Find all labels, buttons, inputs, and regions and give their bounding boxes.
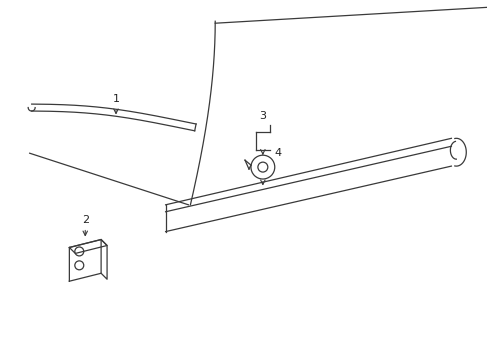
Text: 4: 4	[274, 148, 281, 158]
Text: 3: 3	[259, 112, 266, 121]
Text: 1: 1	[112, 94, 119, 104]
Text: 2: 2	[81, 215, 89, 225]
